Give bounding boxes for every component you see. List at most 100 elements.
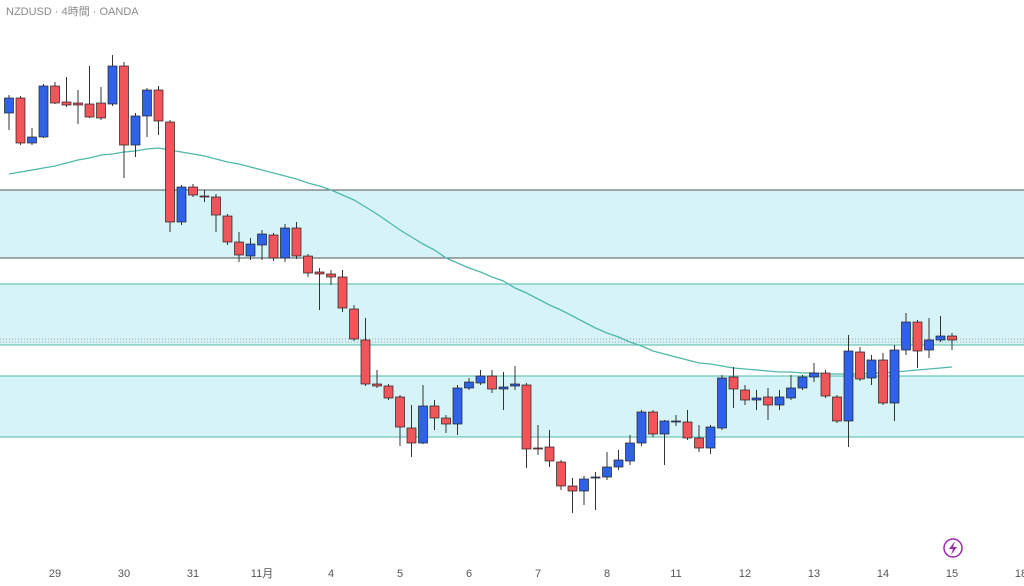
candle-body: [751, 397, 762, 401]
x-tick-label: 12: [739, 568, 751, 580]
candle-body: [832, 396, 842, 422]
candle-body: [50, 85, 60, 104]
candle-body: [61, 101, 72, 106]
candle-body: [602, 466, 612, 478]
x-tick-label: 6: [466, 568, 472, 580]
candle-body: [901, 321, 911, 351]
flash-icon[interactable]: [949, 541, 957, 555]
candle-body: [705, 426, 716, 449]
candle-body: [521, 384, 532, 450]
candle-body: [418, 405, 428, 444]
candle-body: [625, 442, 635, 462]
candle-body: [544, 446, 555, 462]
candle-body: [199, 195, 210, 198]
candle-body: [947, 335, 957, 341]
candle-body: [636, 411, 647, 444]
candle-body: [878, 359, 888, 404]
chart-title: NZDUSD · 4時間 · OANDA: [6, 5, 139, 18]
candle-body: [694, 437, 704, 449]
candle-body: [96, 102, 106, 119]
candle-body: [487, 375, 497, 390]
candle-body: [326, 273, 336, 278]
candle-body: [889, 349, 900, 404]
candle-body: [866, 359, 877, 379]
candle-body: [38, 85, 49, 138]
candle-body: [659, 420, 670, 435]
candle-body: [27, 136, 37, 144]
candle-body: [935, 335, 946, 341]
candle-body: [280, 227, 290, 259]
candle-body: [107, 65, 118, 105]
candle-body: [337, 276, 348, 309]
x-tick-label: 11: [670, 568, 681, 580]
candle-body: [924, 339, 934, 351]
candle-body: [234, 241, 244, 256]
candle-body: [222, 215, 233, 243]
candle-body: [498, 386, 509, 390]
candle-body: [291, 227, 302, 257]
candle-body: [763, 396, 773, 406]
candle-body: [717, 377, 727, 429]
candle-body: [372, 383, 382, 387]
candle-body: [797, 376, 808, 389]
candle-body: [268, 234, 279, 259]
candle-body: [579, 478, 589, 492]
candle-body: [188, 186, 198, 196]
candle-body: [809, 372, 819, 378]
flash-button[interactable]: [943, 538, 963, 558]
candle-body: [843, 350, 854, 422]
candle-body: [820, 372, 831, 397]
candle-body: [855, 351, 865, 380]
candle-body: [15, 97, 26, 144]
candle-body: [84, 103, 95, 118]
x-tick-label: 29: [49, 568, 61, 580]
candle-body: [153, 89, 164, 122]
candle-body: [590, 476, 601, 479]
candle-body: [452, 387, 463, 425]
candle-body: [464, 381, 474, 389]
candle-body: [383, 385, 394, 399]
candle-body: [314, 271, 325, 275]
x-tick-label: 15: [946, 568, 958, 580]
candle-body: [475, 375, 486, 384]
candle-body: [671, 420, 681, 423]
x-tick-label: 5: [397, 568, 403, 580]
zone: [0, 284, 1024, 345]
candle-body: [740, 389, 750, 401]
candle-body: [728, 376, 739, 390]
candle-body: [613, 459, 624, 468]
candle-body: [142, 89, 152, 117]
candle-body: [406, 427, 417, 444]
candle-body: [682, 421, 693, 439]
candle-body: [556, 461, 566, 487]
candle-body: [176, 186, 187, 223]
x-tick-label: 8: [604, 568, 610, 580]
candle-body: [119, 65, 129, 146]
zones: [0, 189, 1024, 438]
candle-body: [349, 308, 359, 340]
candle-body: [73, 102, 83, 106]
x-tick-label: 7: [535, 568, 541, 580]
x-tick-label: 18: [1015, 568, 1024, 580]
plot: [4, 55, 957, 513]
candle-body: [303, 255, 313, 274]
candle-body: [648, 411, 658, 435]
candle-body: [4, 97, 14, 114]
candle-body: [441, 417, 451, 425]
zone: [0, 190, 1024, 258]
x-tick-label: 14: [877, 568, 889, 580]
candle-body: [510, 383, 520, 387]
candle-body: [165, 121, 175, 223]
candle-body: [257, 233, 267, 246]
x-tick-label: 30: [118, 568, 130, 580]
candle-body: [429, 405, 440, 419]
candle-body: [786, 387, 796, 399]
candle-body: [533, 447, 543, 450]
candle-body: [245, 243, 256, 257]
x-tick-label: 4: [328, 568, 334, 580]
candle-body: [360, 339, 371, 385]
x-tick-label: 31: [187, 568, 199, 580]
candle-body: [211, 196, 221, 216]
